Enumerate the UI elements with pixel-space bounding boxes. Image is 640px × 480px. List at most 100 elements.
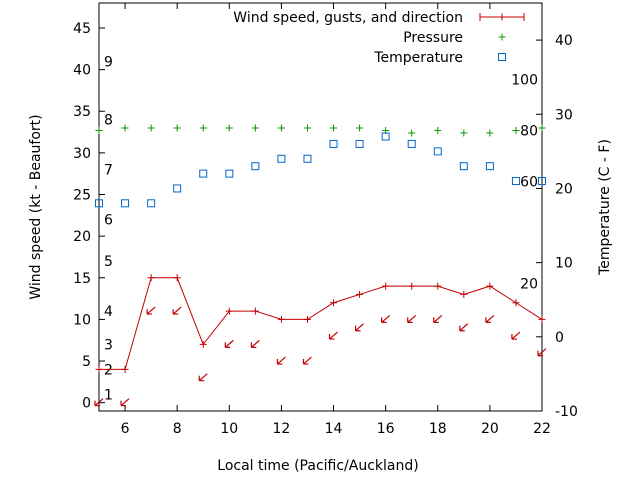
pressure-series bbox=[95, 124, 546, 137]
wind-direction-arrow bbox=[172, 306, 182, 315]
pressure-point bbox=[95, 127, 103, 134]
wind-speed-line bbox=[99, 277, 543, 370]
temperature-point bbox=[381, 132, 390, 141]
y-tick-label: 45 bbox=[73, 21, 91, 37]
x-tick-label: 10 bbox=[220, 421, 238, 437]
beaufort-label: 8 bbox=[104, 113, 113, 129]
y2-tick-label: 10 bbox=[555, 256, 573, 272]
x-tick-label: 6 bbox=[121, 421, 130, 437]
temperature-point bbox=[433, 147, 442, 156]
wind-speed-point bbox=[303, 315, 311, 323]
wind-speed-point bbox=[434, 282, 442, 290]
beaufort-label: 2 bbox=[104, 362, 113, 378]
temperature-point bbox=[95, 199, 103, 208]
wind-speed-point bbox=[330, 299, 338, 307]
wind-direction-arrow bbox=[407, 314, 417, 324]
wind-series bbox=[95, 274, 546, 373]
pressure-point bbox=[460, 129, 468, 137]
wind-speed-point bbox=[95, 365, 103, 373]
pressure-point bbox=[538, 124, 546, 132]
y2-tick-label: 40 bbox=[555, 33, 573, 49]
wind-speed-point bbox=[486, 282, 494, 290]
pressure-point bbox=[251, 124, 259, 132]
wind-speed-point bbox=[512, 299, 520, 307]
wind-direction-arrow bbox=[224, 339, 234, 348]
wind-direction-arrow bbox=[537, 348, 547, 357]
beaufort-scale: 1 2 3 4 5 6 7 8 9 bbox=[104, 54, 113, 403]
temperature-point bbox=[147, 199, 156, 208]
pressure-point bbox=[225, 124, 233, 132]
wind-speed-point bbox=[408, 282, 416, 290]
x-tick-label: 20 bbox=[481, 421, 499, 437]
pressure-scale-label: 100 bbox=[511, 73, 538, 89]
wind-speed-point bbox=[199, 340, 207, 348]
y-tick-label: 5 bbox=[82, 354, 91, 370]
legend-swatch-wind bbox=[479, 13, 525, 21]
beaufort-label: 9 bbox=[104, 54, 113, 70]
wind-direction-arrow bbox=[433, 314, 443, 324]
wind-direction-arrows bbox=[94, 306, 547, 407]
wind-speed-point bbox=[225, 307, 233, 315]
temperature-point bbox=[329, 139, 338, 148]
y2-tick-label: 30 bbox=[555, 107, 573, 123]
y-axis-right: -10 0 10 20 30 40 bbox=[536, 33, 578, 420]
beaufort-label: 4 bbox=[104, 304, 113, 320]
y-tick-label: 40 bbox=[73, 63, 91, 79]
wind-speed-point bbox=[277, 315, 285, 323]
temperature-point bbox=[173, 184, 182, 193]
pressure-point bbox=[121, 124, 129, 132]
wind-speed-point bbox=[251, 307, 259, 315]
beaufort-label: 6 bbox=[104, 212, 113, 228]
temperature-point bbox=[199, 169, 208, 178]
temperature-point bbox=[511, 177, 520, 186]
y2-tick-label: -10 bbox=[555, 404, 578, 420]
legend-label: Temperature bbox=[373, 50, 463, 66]
wind-direction-arrow bbox=[328, 331, 338, 340]
temperature-point bbox=[407, 139, 416, 148]
x-tick-label: 12 bbox=[272, 421, 290, 437]
y-tick-label: 25 bbox=[73, 188, 91, 204]
y-tick-label: 35 bbox=[73, 104, 91, 120]
beaufort-label: 3 bbox=[104, 337, 113, 353]
wind-speed-point bbox=[147, 274, 155, 282]
pressure-scale-label: 20 bbox=[520, 277, 538, 293]
y-tick-label: 0 bbox=[82, 396, 91, 412]
x-tick-label: 18 bbox=[429, 421, 447, 437]
legend-swatch-temperature bbox=[498, 53, 506, 61]
pressure-point bbox=[434, 127, 442, 134]
wind-direction-arrow bbox=[250, 339, 260, 348]
beaufort-label: 7 bbox=[104, 163, 113, 179]
wind-direction-arrow bbox=[459, 323, 469, 332]
wind-speed-point bbox=[173, 274, 181, 282]
pressure-point bbox=[330, 124, 338, 132]
wind-direction-arrow bbox=[485, 314, 495, 324]
wind-direction-arrow bbox=[511, 331, 521, 340]
y-axis-label: Wind speed (kt - Beaufort) bbox=[28, 114, 44, 299]
y-axis-left: 0 5 10 15 20 25 30 35 40 45 bbox=[73, 21, 105, 412]
x-tick-label: 22 bbox=[533, 421, 551, 437]
plot-frame bbox=[98, 2, 543, 412]
temperature-point bbox=[251, 162, 260, 171]
pressure-point bbox=[408, 129, 416, 137]
temperature-point bbox=[485, 162, 494, 171]
pressure-scale: 20 60 80 100 bbox=[511, 73, 538, 293]
wind-speed-point bbox=[356, 290, 364, 298]
wind-speed-point bbox=[382, 282, 390, 290]
temperature-point bbox=[225, 169, 234, 178]
pressure-point bbox=[512, 127, 520, 134]
y2-axis-label: Temperature (C - F) bbox=[597, 139, 613, 276]
temperature-point bbox=[277, 154, 286, 163]
y-tick-label: 20 bbox=[73, 229, 91, 245]
x-axis: 6 8 10 12 14 16 18 20 22 bbox=[121, 3, 551, 437]
temperature-point bbox=[303, 154, 312, 163]
wind-direction-arrow bbox=[381, 314, 391, 324]
wind-speed-point bbox=[538, 315, 546, 323]
beaufort-label: 5 bbox=[104, 254, 113, 270]
legend: Wind speed, gusts, and direction Pressure… bbox=[233, 10, 525, 66]
y2-tick-label: 20 bbox=[555, 181, 573, 197]
wind-direction-arrow bbox=[120, 398, 130, 407]
pressure-point bbox=[356, 124, 364, 132]
temperature-point bbox=[459, 162, 468, 171]
y-tick-label: 30 bbox=[73, 146, 91, 162]
